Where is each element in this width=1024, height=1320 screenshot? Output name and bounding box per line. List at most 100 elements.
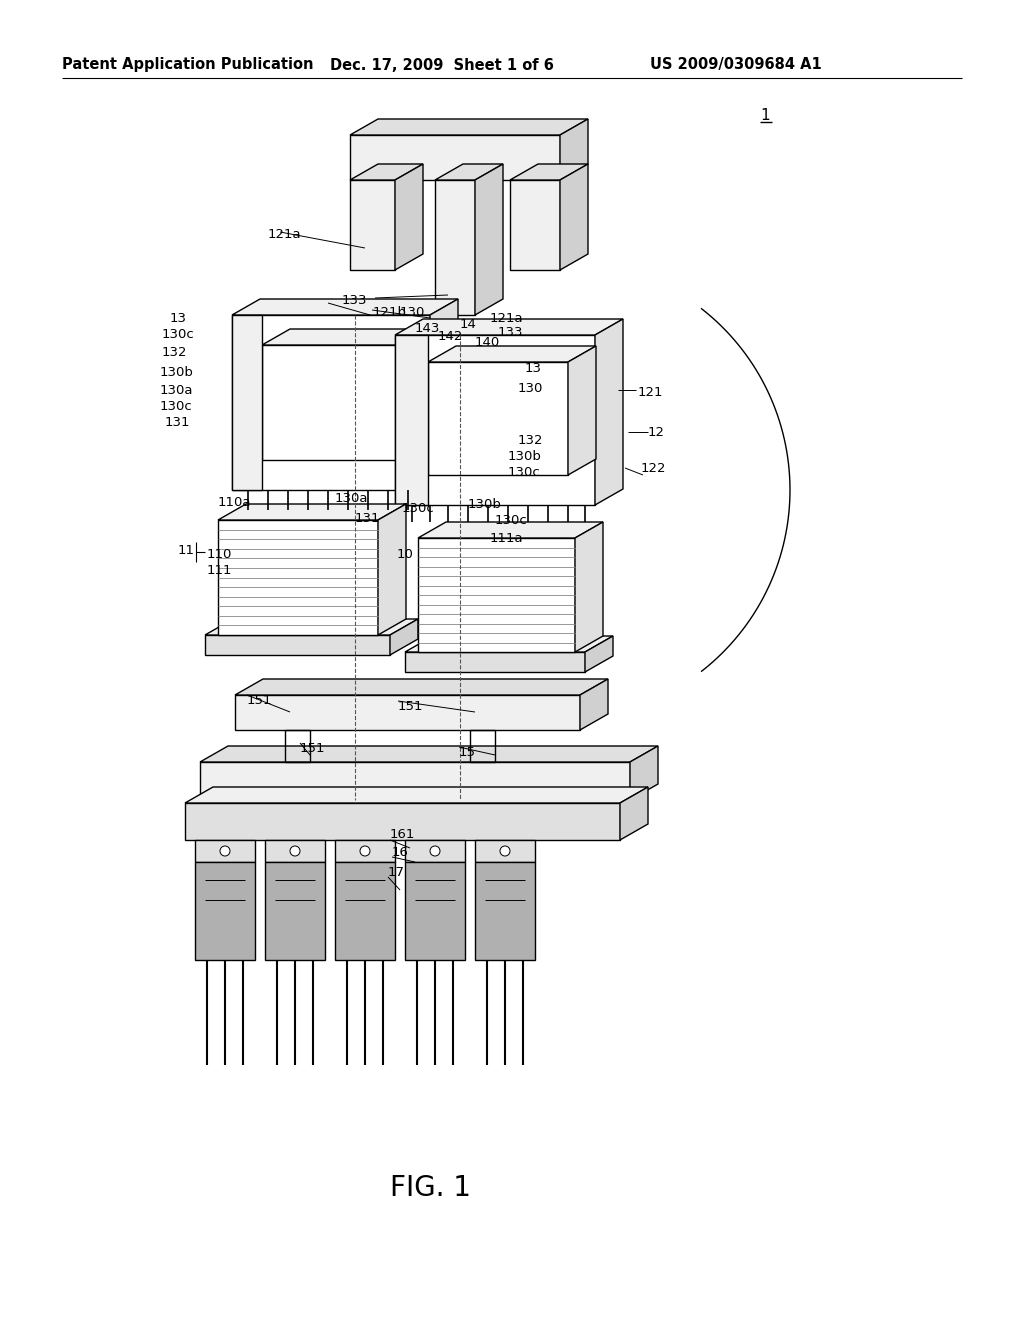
Polygon shape <box>335 862 395 960</box>
Polygon shape <box>435 180 475 315</box>
Polygon shape <box>395 335 428 506</box>
Text: 131: 131 <box>355 511 381 524</box>
Polygon shape <box>232 315 262 490</box>
Text: 16: 16 <box>392 846 409 858</box>
Polygon shape <box>620 787 648 840</box>
Text: 130: 130 <box>400 306 425 319</box>
Polygon shape <box>580 678 608 730</box>
Polygon shape <box>475 840 535 862</box>
Polygon shape <box>378 504 406 635</box>
Text: 131: 131 <box>165 417 190 429</box>
Polygon shape <box>510 180 560 271</box>
Polygon shape <box>350 164 423 180</box>
Polygon shape <box>390 619 418 655</box>
Polygon shape <box>406 636 613 652</box>
Polygon shape <box>350 119 588 135</box>
Text: 161: 161 <box>390 829 416 842</box>
Text: 1: 1 <box>760 107 770 123</box>
Circle shape <box>220 846 230 855</box>
Text: 14: 14 <box>460 318 477 331</box>
Polygon shape <box>205 635 390 655</box>
Text: 15: 15 <box>459 746 476 759</box>
Text: 121b: 121b <box>373 306 407 319</box>
Polygon shape <box>195 862 255 960</box>
Text: 132: 132 <box>162 346 187 359</box>
Text: 11: 11 <box>178 544 195 557</box>
Text: 17: 17 <box>388 866 406 879</box>
Polygon shape <box>430 300 458 490</box>
Text: 130: 130 <box>518 381 544 395</box>
Text: 130c: 130c <box>162 327 195 341</box>
Text: 130b: 130b <box>508 450 542 463</box>
Polygon shape <box>234 678 608 696</box>
Polygon shape <box>350 135 560 180</box>
Text: 142: 142 <box>438 330 464 343</box>
Polygon shape <box>395 319 623 335</box>
Text: FIG. 1: FIG. 1 <box>389 1173 470 1203</box>
Text: 151: 151 <box>300 742 326 755</box>
Polygon shape <box>265 862 325 960</box>
Text: 10: 10 <box>397 549 414 561</box>
Text: Patent Application Publication: Patent Application Publication <box>62 58 313 73</box>
Text: 111a: 111a <box>490 532 523 544</box>
Circle shape <box>430 846 440 855</box>
Polygon shape <box>568 346 596 475</box>
Polygon shape <box>595 319 623 506</box>
Polygon shape <box>218 504 406 520</box>
Text: 110a: 110a <box>218 496 252 510</box>
Polygon shape <box>575 521 603 652</box>
Polygon shape <box>262 329 428 345</box>
Text: 13: 13 <box>170 312 187 325</box>
Text: US 2009/0309684 A1: US 2009/0309684 A1 <box>650 58 821 73</box>
Polygon shape <box>200 746 658 762</box>
Text: 130a: 130a <box>160 384 194 396</box>
Polygon shape <box>395 335 595 506</box>
Circle shape <box>500 846 510 855</box>
Text: 130c: 130c <box>508 466 541 479</box>
Text: 121a: 121a <box>490 312 523 325</box>
Polygon shape <box>395 164 423 271</box>
Polygon shape <box>234 696 580 730</box>
Text: 151: 151 <box>398 700 424 713</box>
Text: 132: 132 <box>518 433 544 446</box>
Polygon shape <box>232 300 458 315</box>
Polygon shape <box>428 362 568 475</box>
Polygon shape <box>232 315 430 490</box>
Text: 13: 13 <box>525 362 542 375</box>
Text: 121: 121 <box>638 387 664 400</box>
Text: 121a: 121a <box>268 228 302 242</box>
Polygon shape <box>428 346 596 362</box>
Polygon shape <box>218 520 378 635</box>
Text: 130c: 130c <box>160 400 193 412</box>
Text: 122: 122 <box>641 462 667 474</box>
Polygon shape <box>205 619 418 635</box>
Text: 133: 133 <box>342 293 368 306</box>
Text: 12: 12 <box>648 425 665 438</box>
Polygon shape <box>185 787 648 803</box>
Polygon shape <box>262 345 400 459</box>
Text: 151: 151 <box>247 693 272 706</box>
Text: 130c: 130c <box>495 513 527 527</box>
Polygon shape <box>406 652 585 672</box>
Polygon shape <box>265 840 325 862</box>
Polygon shape <box>406 840 465 862</box>
Polygon shape <box>630 746 658 800</box>
Polygon shape <box>435 164 503 180</box>
Text: 130b: 130b <box>160 366 194 379</box>
Polygon shape <box>406 862 465 960</box>
Text: 130c: 130c <box>402 502 435 515</box>
Polygon shape <box>418 521 603 539</box>
Polygon shape <box>475 862 535 960</box>
Polygon shape <box>400 329 428 459</box>
Text: 140: 140 <box>475 337 501 350</box>
Polygon shape <box>560 164 588 271</box>
Text: 130b: 130b <box>468 499 502 511</box>
Polygon shape <box>350 180 395 271</box>
Circle shape <box>360 846 370 855</box>
Text: 110: 110 <box>207 549 232 561</box>
Polygon shape <box>510 164 588 180</box>
Polygon shape <box>200 762 630 800</box>
Text: Dec. 17, 2009  Sheet 1 of 6: Dec. 17, 2009 Sheet 1 of 6 <box>330 58 554 73</box>
Circle shape <box>290 846 300 855</box>
Polygon shape <box>560 119 588 180</box>
